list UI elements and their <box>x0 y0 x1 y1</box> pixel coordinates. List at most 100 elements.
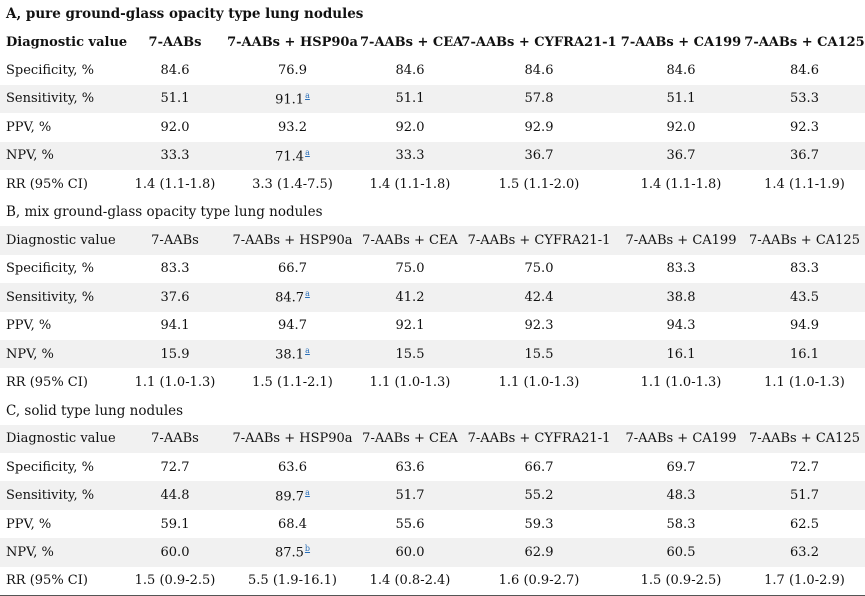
table-cell: 60.0 <box>360 545 460 560</box>
cell-value: 84.6 <box>395 63 425 79</box>
table-cell: 60.0 <box>125 545 225 560</box>
table-cell: 3.3 (1.4-7.5) <box>225 177 360 192</box>
row-label: Specificity, % <box>6 261 94 277</box>
table-row: RR (95% CI) 1.5 (0.9-2.5) 5.5 (1.9-16.1) 1.… <box>0 567 865 596</box>
cell-value: 84.6 <box>524 63 554 79</box>
cell-value: 59.3 <box>524 516 554 532</box>
table-cell: 51.1 <box>125 91 225 106</box>
column-header: 7-AABs + CYFRA21-1 <box>467 431 611 447</box>
cell-value: 43.5 <box>790 289 819 305</box>
table-cell: 63.6 <box>360 460 460 475</box>
footnote-link[interactable]: a <box>305 147 310 157</box>
table-cell: 1.5 (0.9-2.5) <box>125 573 225 588</box>
cell-value: 72.7 <box>790 459 819 475</box>
table-row: Specificity, % 72.7 63.6 63.6 66.7 69.7 72.7 <box>0 453 865 481</box>
table-cell: 16.1 <box>744 347 865 362</box>
cell-value: 68.4 <box>278 516 307 532</box>
footnote-link[interactable]: b <box>304 544 311 554</box>
column-header: 7-AABs + CA125 <box>749 233 860 249</box>
cell-value: 38.1 <box>275 347 305 363</box>
cell-value: 1.5 (0.9-2.5) <box>640 573 722 589</box>
table-header-row: Diagnostic value 7-AABs 7-AABs + HSP90a 7-A… <box>0 28 865 56</box>
cell-value: 36.7 <box>666 148 696 164</box>
column-header: 7-AABs <box>151 431 199 447</box>
table-header-row: Diagnostic value 7-AABs 7-AABs + HSP90a 7-A… <box>0 226 865 255</box>
cell-value: 51.1 <box>395 91 425 107</box>
table-row: Specificity, % 83.3 66.7 75.0 75.0 83.3 83.3 <box>0 255 865 283</box>
cell-value: 69.7 <box>666 459 696 475</box>
table-cell: 51.7 <box>744 488 865 503</box>
cell-value: 1.5 (0.9-2.5) <box>134 573 216 589</box>
row-label: PPV, % <box>6 318 52 334</box>
table-cell: 15.5 <box>360 347 460 362</box>
table-cell: 63.2 <box>744 545 865 560</box>
cell-value: 89.7 <box>275 488 305 504</box>
table-row: Sensitivity, % 44.8 89.7a 51.7 55.2 48.3 51.7 <box>0 481 865 510</box>
cell-value: 1.1 (1.0-1.3) <box>369 374 451 390</box>
table-cell: 87.5b <box>225 544 360 560</box>
column-header: 7-AABs + HSP90a <box>227 34 358 50</box>
table-cell: 15.9 <box>125 347 225 362</box>
table-cell: 1.5 (1.1-2.1) <box>225 375 360 390</box>
table-cell: 1.5 (0.9-2.5) <box>618 573 744 588</box>
cell-value: 60.5 <box>666 544 696 560</box>
footnote-link[interactable]: a <box>305 487 310 497</box>
row-label: RR (95% CI) <box>6 374 88 390</box>
cell-value: 58.3 <box>666 516 696 532</box>
table-cell: 84.6 <box>360 63 460 78</box>
cell-value: 92.3 <box>524 318 554 334</box>
row-label: PPV, % <box>6 516 52 532</box>
row-label: Sensitivity, % <box>6 289 95 305</box>
row-label: Specificity, % <box>6 63 94 79</box>
cell-value: 1.1 (1.0-1.3) <box>134 374 216 390</box>
table-cell: 38.8 <box>618 290 744 305</box>
table-cell: 84.7a <box>225 289 360 305</box>
table-cell: 1.1 (1.0-1.3) <box>744 375 865 390</box>
section-title: C, solid type lung nodules <box>6 402 184 419</box>
cell-value: 1.1 (1.0-1.3) <box>640 374 722 390</box>
table-cell: 36.7 <box>618 148 744 163</box>
cell-value: 36.7 <box>790 148 819 164</box>
cell-value: 63.2 <box>790 544 819 560</box>
table-row: PPV, % 92.0 93.2 92.0 92.9 92.0 92.3 <box>0 113 865 141</box>
footnote-link[interactable]: a <box>305 289 310 299</box>
cell-value: 76.9 <box>278 63 307 79</box>
table-cell: 1.4 (1.1-1.8) <box>360 177 460 192</box>
cell-value: 92.9 <box>524 119 554 135</box>
cell-value: 83.3 <box>160 261 190 277</box>
cell-value: 57.8 <box>524 91 554 107</box>
cell-value: 63.6 <box>278 459 307 475</box>
cell-value: 83.3 <box>790 261 819 277</box>
cell-value: 53.3 <box>790 91 819 107</box>
cell-value: 63.6 <box>395 459 425 475</box>
table-cell: 1.7 (1.0-2.9) <box>744 573 865 588</box>
table-cell: 93.2 <box>225 120 360 135</box>
table-cell: 92.0 <box>618 120 744 135</box>
cell-value: 60.0 <box>395 544 425 560</box>
table-cell: 62.5 <box>744 517 865 532</box>
table-cell: 38.1a <box>225 346 360 362</box>
cell-value: 94.1 <box>160 318 190 334</box>
cell-value: 16.1 <box>790 346 819 362</box>
table-cell: 75.0 <box>360 261 460 276</box>
cell-value: 84.6 <box>666 63 696 79</box>
footnote-link[interactable]: a <box>305 90 310 100</box>
cell-value: 33.3 <box>160 148 190 164</box>
cell-value: 1.5 (1.1-2.0) <box>498 176 580 192</box>
table-cell: 51.1 <box>618 91 744 106</box>
table-cell: 92.0 <box>360 120 460 135</box>
table-cell: 92.3 <box>460 318 618 333</box>
table-row: NPV, % 60.0 87.5b 60.0 62.9 60.5 63.2 <box>0 538 865 567</box>
row-label: Specificity, % <box>6 459 94 475</box>
table-cell: 55.6 <box>360 517 460 532</box>
table-cell: 72.7 <box>125 460 225 475</box>
cell-value: 92.0 <box>395 119 425 135</box>
table-cell: 94.1 <box>125 318 225 333</box>
table-row: PPV, % 94.1 94.7 92.1 92.3 94.3 94.9 <box>0 312 865 340</box>
cell-value: 42.4 <box>524 289 554 305</box>
table-row: Sensitivity, % 51.1 91.1a 51.1 57.8 51.1 53.3 <box>0 84 865 114</box>
table-cell: 92.3 <box>744 120 865 135</box>
footnote-link[interactable]: a <box>305 345 310 355</box>
table-cell: 53.3 <box>744 91 865 106</box>
cell-value: 62.5 <box>790 516 819 532</box>
